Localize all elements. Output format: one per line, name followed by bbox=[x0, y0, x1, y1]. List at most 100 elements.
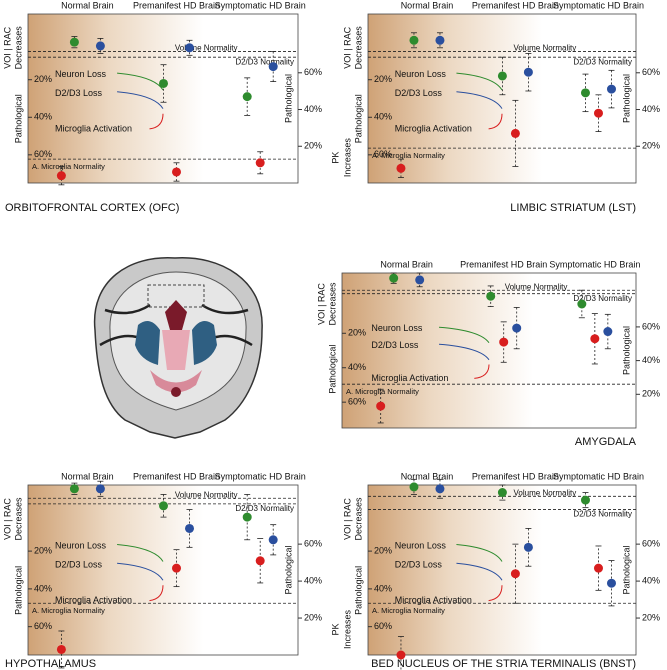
reference-label: D2/D3 Normality bbox=[235, 57, 294, 66]
y2-axis-label: PK bbox=[330, 152, 340, 164]
y2-tick-label: 40% bbox=[304, 575, 322, 585]
series-label: Neuron Loss bbox=[371, 323, 423, 333]
category-label: Symptomatic HD Brain bbox=[215, 471, 306, 481]
y2-axis-direction: Increases bbox=[342, 138, 352, 178]
y2-tick-label: 60% bbox=[304, 539, 322, 549]
y-tick-label: 60% bbox=[348, 397, 366, 407]
y-tick-label: 20% bbox=[348, 328, 366, 338]
y-tick-label: 60% bbox=[374, 149, 392, 159]
data-point bbox=[497, 71, 507, 81]
data-point bbox=[56, 644, 66, 654]
y-axis-label: VOI | RAC bbox=[2, 26, 12, 68]
data-point bbox=[577, 299, 587, 309]
data-point bbox=[159, 78, 168, 88]
y-tick-label: 20% bbox=[34, 74, 52, 84]
series-label-curve bbox=[149, 585, 164, 602]
category-label: Premanifest HD Brain bbox=[133, 0, 220, 10]
y-axis-label: VOI | RAC bbox=[316, 283, 326, 325]
zone-label: Pathological bbox=[283, 74, 293, 123]
series-label: D2/D3 Loss bbox=[55, 88, 103, 98]
data-point bbox=[435, 484, 445, 494]
data-point bbox=[376, 401, 386, 411]
y2-tick-label: 40% bbox=[642, 575, 660, 585]
panel-title: BED NUCLEUS OF THE STRIA TERMINALIS (BNS… bbox=[371, 658, 636, 670]
y-tick-label: 40% bbox=[374, 112, 392, 122]
data-point bbox=[510, 128, 520, 138]
series-label-curve bbox=[117, 72, 164, 91]
y2-tick-label: 40% bbox=[642, 104, 660, 114]
data-point bbox=[396, 163, 406, 173]
y2-axis-direction: Increases bbox=[342, 609, 352, 649]
category-label: Normal Brain bbox=[401, 0, 454, 10]
y-tick-label: 40% bbox=[348, 362, 366, 372]
category-label: Premanifest HD Brain bbox=[460, 259, 547, 269]
y-axis-direction: Decreases bbox=[13, 26, 23, 70]
data-point bbox=[590, 334, 600, 344]
reference-label: A. Microglia Normality bbox=[372, 151, 445, 160]
category-label: Symptomatic HD Brain bbox=[553, 0, 644, 10]
zone-label: Pathological bbox=[353, 94, 363, 143]
data-point bbox=[172, 563, 181, 573]
category-label: Normal Brain bbox=[380, 259, 433, 269]
series-label: Neuron Loss bbox=[55, 69, 107, 79]
y-tick-label: 60% bbox=[34, 149, 52, 159]
plot-background bbox=[27, 13, 299, 184]
data-point bbox=[242, 512, 252, 522]
plot-background bbox=[367, 484, 637, 656]
series-label: Microglia Activation bbox=[395, 595, 472, 605]
y2-axis-label: PK bbox=[330, 623, 340, 635]
reference-label: A. Microglia Normality bbox=[346, 387, 419, 396]
data-point bbox=[69, 37, 79, 47]
panel-title: AMYGDALA bbox=[575, 436, 637, 448]
y-axis-direction: Decreases bbox=[353, 497, 363, 541]
y-tick-label: 20% bbox=[374, 74, 392, 84]
category-label: Premanifest HD Brain bbox=[472, 471, 559, 481]
y2-tick-label: 20% bbox=[642, 389, 660, 399]
series-label: D2/D3 Loss bbox=[55, 559, 103, 569]
data-point bbox=[172, 167, 181, 177]
data-point bbox=[415, 275, 425, 285]
y-tick-label: 40% bbox=[34, 583, 52, 593]
series-label-curve bbox=[488, 585, 503, 602]
brain-illustration bbox=[93, 257, 263, 439]
reference-label: Volume Normality bbox=[514, 44, 577, 53]
data-point bbox=[510, 569, 520, 579]
series-label-curve bbox=[438, 326, 490, 344]
reference-label: Volume Normality bbox=[514, 488, 577, 497]
reference-label: A. Microglia Normality bbox=[32, 606, 105, 615]
y-axis-direction: Decreases bbox=[327, 282, 337, 326]
data-point bbox=[242, 92, 252, 102]
data-point bbox=[255, 556, 265, 566]
data-point bbox=[499, 337, 509, 347]
data-point bbox=[185, 43, 194, 53]
series-label-curve bbox=[456, 562, 503, 581]
data-point bbox=[255, 158, 265, 168]
reference-label: Volume Normality bbox=[175, 44, 238, 53]
series-label: Neuron Loss bbox=[395, 69, 447, 79]
y-tick-label: 40% bbox=[374, 583, 392, 593]
series-label: Microglia Activation bbox=[371, 373, 448, 383]
y-tick-label: 40% bbox=[34, 112, 52, 122]
category-label: Symptomatic HD Brain bbox=[215, 0, 306, 10]
y-axis-label: VOI | RAC bbox=[342, 26, 352, 68]
series-label: Microglia Activation bbox=[55, 595, 132, 605]
reference-label: D2/D3 Normality bbox=[235, 504, 294, 513]
category-label: Premanifest HD Brain bbox=[133, 471, 220, 481]
data-point bbox=[435, 35, 445, 45]
category-label: Normal Brain bbox=[401, 471, 454, 481]
series-label-curve bbox=[456, 91, 503, 109]
y2-tick-label: 20% bbox=[642, 612, 660, 622]
data-point bbox=[396, 650, 406, 660]
y2-tick-label: 60% bbox=[304, 67, 322, 77]
series-label-curve bbox=[149, 113, 164, 130]
zone-label: Pathological bbox=[621, 545, 631, 594]
series-label-curve bbox=[117, 562, 164, 581]
data-point bbox=[268, 62, 278, 72]
data-point bbox=[606, 578, 616, 588]
series-label-curve bbox=[456, 544, 503, 562]
zone-label: Pathological bbox=[353, 566, 363, 615]
y2-tick-label: 40% bbox=[304, 104, 322, 114]
reference-label: D2/D3 Normality bbox=[573, 294, 632, 303]
panel-title: LIMBIC STRIATUM (LST) bbox=[510, 202, 636, 214]
y2-tick-label: 60% bbox=[642, 321, 660, 331]
